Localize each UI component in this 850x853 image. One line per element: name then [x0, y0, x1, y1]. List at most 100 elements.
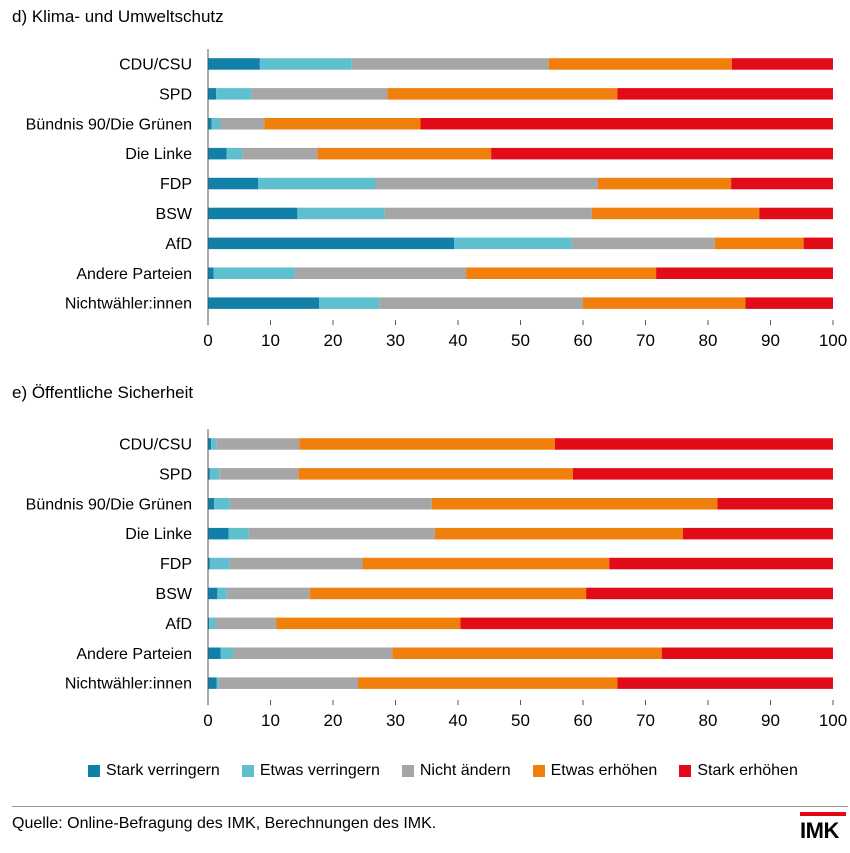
bar-segment-bsw-etwas-erhöhen: [591, 207, 760, 220]
x-tick-label-80: 80: [699, 331, 718, 350]
bar-segment-spd-nicht-ändern: [251, 88, 388, 100]
bar-segment-bsw-nicht-ändern: [226, 587, 310, 600]
bar-segment-andere-parteien-stark-verringern: [208, 267, 214, 279]
bar-segment-cdu-csu-stark-erhöhen: [731, 58, 833, 70]
bar-segment-bündnis-90-die-grünen-stark-verringern: [208, 118, 212, 130]
legend-swatch-etwas-erhoehen: [532, 765, 545, 777]
legend-item-nicht-aendern: Nicht ändern: [401, 762, 511, 780]
bar-segment-fdp-etwas-verringern: [258, 177, 376, 190]
bar-segment-cdu-csu-etwas-verringern: [211, 438, 217, 450]
bar-segment-bündnis-90-die-grünen-etwas-erhöhen: [431, 498, 718, 510]
chart-e-title: e) Öffentliche Sicherheit: [12, 383, 194, 402]
bar-segment-cdu-csu-nicht-ändern: [216, 438, 300, 450]
bar-segment-afd-etwas-verringern: [454, 237, 572, 250]
bar-segment-andere-parteien-stark-erhöhen: [661, 647, 833, 659]
bar-segment-nichtwähler-innen-etwas-erhöhen: [358, 677, 618, 689]
bar-segment-afd-stark-erhöhen: [460, 617, 833, 630]
bar-segment-afd-stark-erhöhen: [803, 237, 833, 250]
bar-segment-bsw-etwas-verringern: [217, 587, 227, 600]
x-tick-label-50: 50: [511, 331, 530, 350]
imk-logo-text: IMK: [800, 818, 839, 843]
category-label-andere-parteien: Andere Parteien: [76, 266, 192, 283]
bar-segment-bsw-stark-verringern: [208, 207, 298, 220]
bar-segment-andere-parteien-nicht-ändern: [233, 647, 393, 659]
bar-segment-andere-parteien-etwas-verringern: [213, 267, 295, 279]
category-label-afd: AfD: [165, 236, 192, 253]
bar-segment-die-linke-etwas-verringern: [228, 527, 249, 540]
bar-segment-cdu-csu-etwas-erhöhen: [548, 58, 732, 70]
x-tick-label-90: 90: [761, 711, 780, 730]
legend-swatch-stark-verringern: [88, 765, 100, 777]
x-tick-label-70: 70: [636, 331, 655, 350]
bar-segment-bsw-stark-verringern: [208, 587, 218, 600]
bar-segment-spd-nicht-ändern: [219, 468, 299, 480]
bar-segment-die-linke-nicht-ändern: [242, 147, 318, 160]
bar-segment-fdp-etwas-erhöhen: [598, 177, 732, 190]
legend-swatch-etwas-verringern: [241, 765, 254, 777]
x-tick-label-40: 40: [449, 331, 468, 350]
imk-logo: IMK: [800, 812, 846, 846]
legend-label: Etwas verringern: [259, 762, 380, 779]
bar-segment-spd-etwas-erhöhen: [387, 88, 618, 100]
category-label-andere-parteien: Andere Parteien: [76, 646, 192, 663]
x-tick-label-30: 30: [386, 711, 405, 730]
x-tick-label-100: 100: [819, 711, 847, 730]
category-label-bündnis-90-die-grünen: Bündnis 90/Die Grünen: [26, 116, 192, 133]
category-label-die-linke: Die Linke: [125, 146, 192, 163]
source-note: Quelle: Online-Befragung des IMK, Berech…: [12, 815, 437, 832]
imk-logo-bar: [800, 812, 846, 816]
bar-segment-andere-parteien-stark-erhöhen: [656, 267, 833, 279]
bar-segment-afd-nicht-ändern: [215, 617, 277, 630]
x-tick-label-10: 10: [261, 711, 280, 730]
legend: Stark verringern Etwas verringern Nicht …: [88, 762, 798, 780]
legend-item-stark-erhoehen: Stark erhöhen: [679, 762, 798, 780]
category-label-spd: SPD: [159, 86, 192, 103]
bar-segment-bsw-etwas-erhöhen: [309, 587, 587, 600]
bar-segment-die-linke-nicht-ändern: [248, 527, 435, 540]
bar-segment-andere-parteien-nicht-ändern: [294, 267, 467, 279]
x-tick-label-10: 10: [261, 331, 280, 350]
category-label-fdp: FDP: [160, 176, 192, 193]
bar-segment-fdp-stark-erhöhen: [609, 557, 833, 570]
bar-segment-fdp-etwas-erhöhen: [362, 557, 610, 570]
bar-segment-fdp-nicht-ändern: [375, 177, 598, 190]
x-tick-label-40: 40: [449, 711, 468, 730]
legend-label: Stark erhöhen: [697, 762, 798, 779]
bar-segment-cdu-csu-stark-verringern: [208, 438, 212, 450]
category-label-bündnis-90-die-grünen: Bündnis 90/Die Grünen: [26, 496, 192, 513]
bar-segment-bündnis-90-die-grünen-etwas-erhöhen: [264, 118, 421, 130]
x-tick-label-90: 90: [761, 331, 780, 350]
bar-segment-spd-stark-erhöhen: [617, 88, 833, 100]
category-label-die-linke: Die Linke: [125, 526, 192, 543]
x-tick-label-50: 50: [511, 711, 530, 730]
bar-segment-die-linke-etwas-erhöhen: [434, 527, 683, 540]
bar-segment-andere-parteien-etwas-erhöhen: [392, 647, 662, 659]
legend-label: Nicht ändern: [419, 762, 511, 779]
bar-segment-cdu-csu-stark-erhöhen: [554, 438, 833, 450]
bar-segment-bündnis-90-die-grünen-nicht-ändern: [220, 118, 265, 130]
category-label-spd: SPD: [159, 466, 192, 483]
bar-segment-cdu-csu-nicht-ändern: [351, 58, 549, 70]
bar-segment-fdp-etwas-verringern: [209, 557, 230, 570]
bar-segment-bündnis-90-die-grünen-stark-verringern: [208, 498, 215, 510]
bar-segment-afd-etwas-verringern: [209, 617, 216, 630]
x-tick-label-60: 60: [574, 331, 593, 350]
bar-segment-andere-parteien-etwas-verringern: [220, 647, 233, 659]
bar-segment-die-linke-etwas-verringern: [226, 147, 243, 160]
bar-segment-bündnis-90-die-grünen-etwas-verringern: [214, 498, 230, 510]
chart-d-klima-umweltschutz: CDU/CSU SPD Bündnis 90/Die Grünen Die Linke…: [26, 49, 847, 350]
bar-segment-die-linke-stark-erhöhen: [683, 527, 833, 540]
bar-segment-spd-etwas-verringern: [209, 468, 220, 480]
legend-label: Etwas erhöhen: [550, 762, 658, 779]
chart-e-oeffentliche-sicherheit: CDU/CSU SPD Bündnis 90/Die Grünen Die Linke…: [26, 429, 847, 730]
bar-segment-afd-stark-verringern: [208, 617, 210, 630]
bar-segment-bsw-etwas-verringern: [297, 207, 385, 220]
category-label-bsw: BSW: [156, 206, 193, 223]
x-tick-label-0: 0: [203, 331, 212, 350]
bar-segment-spd-etwas-erhöhen: [298, 468, 573, 480]
bar-segment-cdu-csu-etwas-verringern: [259, 58, 352, 70]
category-label-fdp: FDP: [160, 556, 192, 573]
bar-segment-spd-stark-erhöhen: [573, 468, 833, 480]
category-label-cdu-csu: CDU/CSU: [119, 436, 192, 453]
bar-segment-fdp-stark-erhöhen: [731, 177, 833, 190]
